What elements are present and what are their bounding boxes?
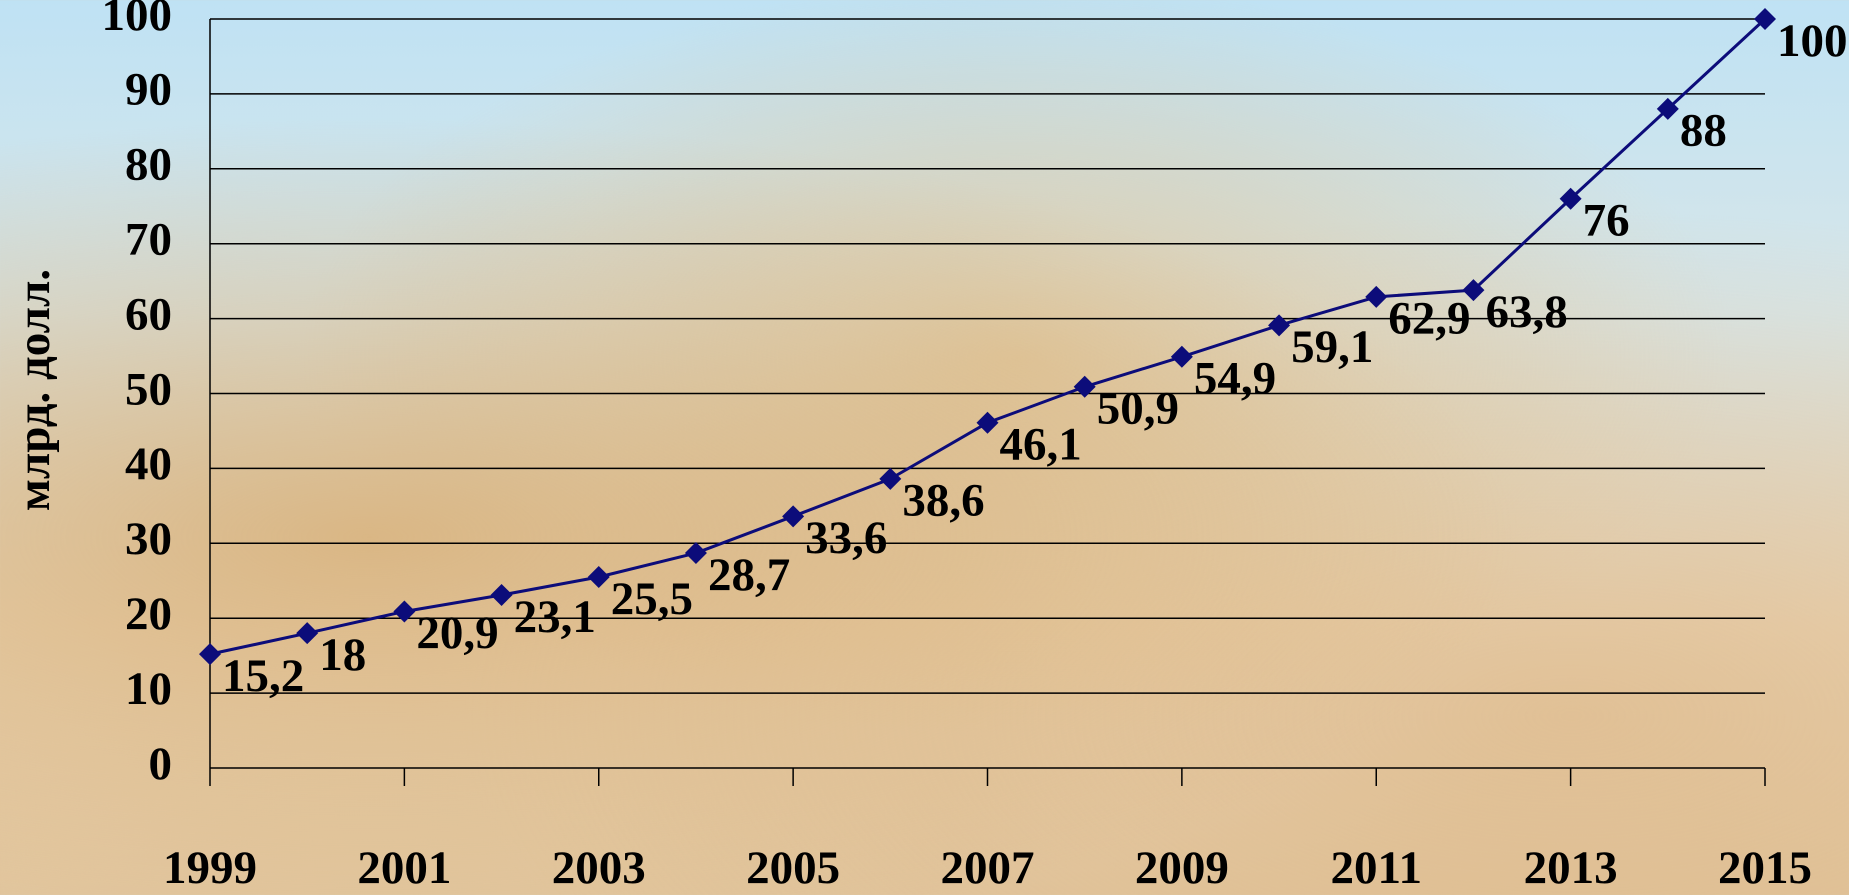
- marker: [1559, 187, 1582, 210]
- data-label: 20,9: [416, 607, 498, 659]
- x-tick-label: 2015: [1718, 842, 1812, 894]
- y-tick-label: 100: [102, 0, 173, 41]
- marker: [1462, 279, 1485, 302]
- marker: [1656, 97, 1679, 120]
- y-tick-label: 70: [125, 213, 172, 265]
- y-tick-label: 30: [125, 513, 172, 565]
- data-label: 88: [1680, 105, 1727, 157]
- marker: [1073, 375, 1096, 398]
- marker: [1170, 345, 1193, 368]
- marker: [879, 467, 902, 490]
- x-tick-label: 2009: [1135, 842, 1229, 894]
- marker: [587, 566, 610, 589]
- data-label: 76: [1583, 195, 1630, 247]
- marker: [976, 411, 999, 434]
- data-label: 50,9: [1097, 383, 1179, 435]
- y-tick-label: 60: [125, 288, 172, 340]
- marker: [1754, 8, 1776, 30]
- data-label: 25,5: [611, 573, 693, 625]
- data-label: 100: [1777, 15, 1848, 67]
- marker: [684, 542, 707, 565]
- data-label: 33,6: [805, 512, 887, 564]
- data-label: 46,1: [1000, 418, 1082, 470]
- x-tick-label: 2013: [1524, 842, 1618, 894]
- data-label: 23,1: [514, 591, 596, 643]
- y-tick-label: 80: [125, 139, 172, 191]
- y-tick-label: 20: [125, 588, 172, 640]
- marker: [296, 622, 319, 645]
- marker: [490, 583, 513, 606]
- data-label: 38,6: [902, 475, 984, 527]
- y-tick-label: 40: [125, 438, 172, 490]
- marker: [1268, 314, 1291, 337]
- x-tick-label: 2005: [746, 842, 840, 894]
- x-tick-label: 2001: [357, 842, 451, 894]
- data-label: 28,7: [708, 549, 790, 601]
- marker: [393, 600, 416, 623]
- y-tick-label: 90: [125, 64, 172, 116]
- x-tick-label: 2011: [1331, 842, 1422, 894]
- y-tick-label: 0: [149, 738, 173, 790]
- marker: [1365, 285, 1388, 308]
- x-tick-label: 1999: [163, 842, 257, 894]
- data-label: 18: [319, 629, 366, 681]
- y-axis-label: млрд. долл.: [8, 269, 60, 511]
- data-label: 62,9: [1388, 293, 1470, 345]
- data-label: 54,9: [1194, 353, 1276, 405]
- x-tick-label: 2007: [941, 842, 1035, 894]
- data-label: 59,1: [1291, 321, 1373, 373]
- marker: [782, 505, 805, 528]
- data-label: 15,2: [222, 650, 304, 702]
- marker: [199, 643, 221, 666]
- y-tick-label: 50: [125, 363, 172, 415]
- y-tick-label: 10: [125, 663, 172, 715]
- data-label: 63,8: [1485, 286, 1567, 338]
- x-tick-label: 2003: [552, 842, 646, 894]
